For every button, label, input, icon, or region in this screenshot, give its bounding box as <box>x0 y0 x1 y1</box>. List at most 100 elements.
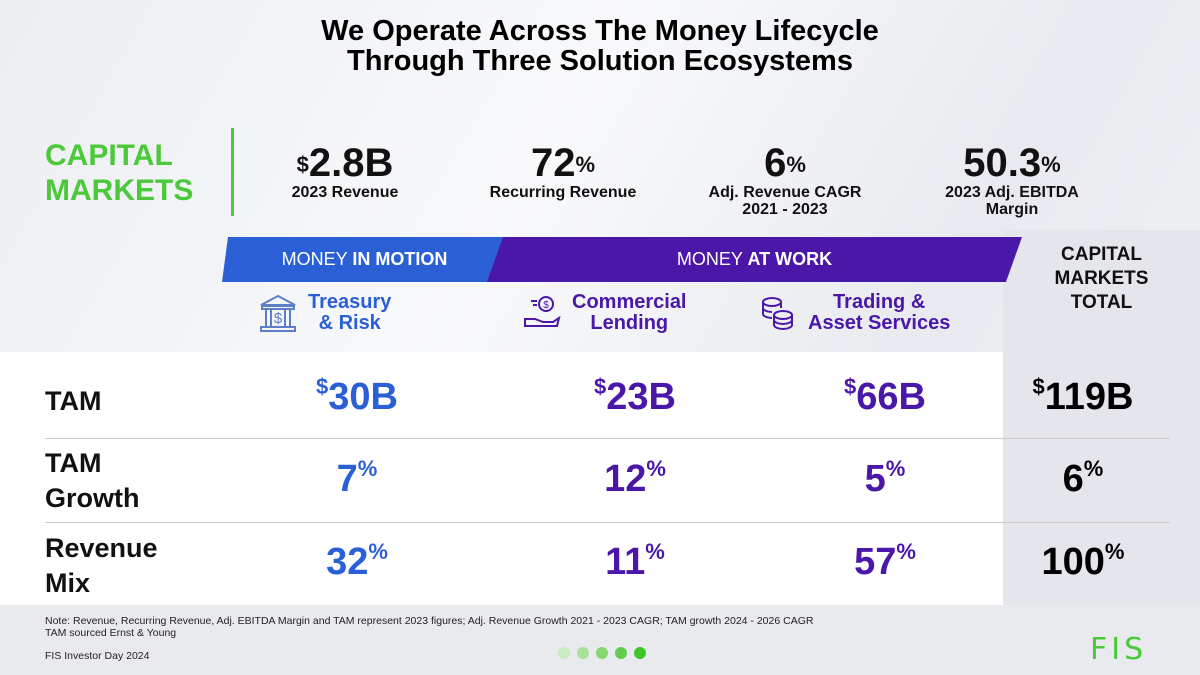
cell-value: 100 <box>1041 541 1105 583</box>
stat-suffix: % <box>1041 152 1061 177</box>
banner-text: MONEY <box>676 249 748 269</box>
stat-label: 2023 Revenue <box>291 184 399 201</box>
slide-title: We Operate Across The Money Lifecycle Thr… <box>0 16 1200 76</box>
cell-value: 7 <box>336 458 358 500</box>
cell-value: 23B <box>606 376 676 418</box>
footnote: Note: Revenue, Recurring Revenue, Adj. E… <box>45 615 813 639</box>
bank-icon: $ <box>260 294 296 332</box>
row-label-revenue-mix: Revenue Mix <box>45 531 158 601</box>
row-label: Revenue <box>45 533 158 563</box>
table-cell: 5% <box>785 456 985 501</box>
table-area <box>0 352 1003 605</box>
table-cell: 11% <box>535 539 735 584</box>
row-label: TAM <box>45 448 102 478</box>
footer <box>0 605 1200 675</box>
cell-value: 57 <box>854 541 897 583</box>
cell-value: 12 <box>604 458 647 500</box>
stat-ebitda: 50.3% 2023 Adj. EBITDA Margin <box>902 142 1122 218</box>
segment-line-1: CAPITAL <box>45 139 173 172</box>
footnote-line: TAM sourced Ernst & Young <box>45 627 177 639</box>
stat-label: Adj. Revenue CAGR 2021 - 2023 <box>708 184 862 218</box>
cell-value: 11 <box>605 541 646 583</box>
stat-suffix: % <box>786 152 806 177</box>
progress-dot <box>577 647 589 659</box>
row-divider <box>45 522 1170 523</box>
progress-dot <box>596 647 608 659</box>
stat-label: Recurring Revenue <box>489 184 637 201</box>
table-cell: $66B <box>785 374 985 419</box>
cell-prefix: $ <box>316 374 329 399</box>
cell-prefix: $ <box>594 374 607 399</box>
stat-value: 2.8B <box>308 141 394 185</box>
total-header: CAPITAL MARKETS TOTAL <box>1003 243 1200 315</box>
cell-suffix: % <box>885 456 906 481</box>
svg-text:$: $ <box>543 300 549 311</box>
stat-prefix: $ <box>296 152 309 177</box>
stat-label: 2023 Adj. EBITDA Margin <box>945 184 1079 218</box>
total-header-line: CAPITAL <box>1061 244 1142 265</box>
cell-prefix: $ <box>844 374 857 399</box>
progress-dot <box>634 647 646 659</box>
segment-label: CAPITAL MARKETS <box>45 138 193 208</box>
solution-trading: Trading & Asset Services <box>758 292 950 334</box>
fis-logo: FIS <box>1090 632 1148 667</box>
divider <box>231 128 234 216</box>
total-header-line: TOTAL <box>1070 292 1133 313</box>
stat-suffix: % <box>575 152 596 177</box>
svg-text:$: $ <box>274 310 283 327</box>
table-cell: 57% <box>785 539 985 584</box>
stat-recurring: 72% Recurring Revenue <box>453 142 673 201</box>
cell-suffix: % <box>368 539 388 564</box>
cell-value: 6 <box>1062 458 1084 500</box>
event-label: FIS Investor Day 2024 <box>45 650 150 662</box>
solution-name: Treasury <box>308 291 392 313</box>
progress-dot <box>558 647 570 659</box>
banner-text: MONEY <box>281 249 353 269</box>
cell-value: 5 <box>864 458 886 500</box>
cell-value: 66B <box>856 376 926 418</box>
table-cell: 7% <box>257 456 457 501</box>
cell-value: 32 <box>326 541 369 583</box>
footnote-line: Note: Revenue, Recurring Revenue, Adj. E… <box>45 615 814 627</box>
solution-name: Commercial <box>572 291 687 313</box>
cell-suffix: % <box>1083 456 1104 481</box>
cell-suffix: % <box>896 539 916 564</box>
table-cell: $23B <box>535 374 735 419</box>
row-label-tam: TAM <box>45 384 101 419</box>
cell-prefix: $ <box>1032 374 1045 399</box>
title-line-2: Through Three Solution Ecosystems <box>347 45 853 77</box>
cell-value: 30B <box>328 376 398 418</box>
cell-suffix: % <box>646 456 666 481</box>
coins-icon <box>762 297 793 331</box>
row-divider <box>45 438 1170 439</box>
progress-dot <box>615 647 627 659</box>
total-header-line: MARKETS <box>1054 268 1149 289</box>
table-cell: 32% <box>257 539 457 584</box>
money-at-work-banner: MONEY AT WORK <box>487 237 1022 282</box>
row-label: Mix <box>45 568 91 598</box>
cell-suffix: % <box>357 456 378 481</box>
solution-name: Trading & <box>833 291 926 313</box>
cell-suffix: % <box>1104 539 1125 564</box>
stat-cagr: 6% Adj. Revenue CAGR 2021 - 2023 <box>675 142 895 218</box>
money-in-motion-banner: MONEY IN MOTION <box>222 237 507 282</box>
stat-value: 6 <box>764 141 787 185</box>
segment-line-2: MARKETS <box>45 174 194 207</box>
row-label: TAM <box>45 386 102 416</box>
banner-text-bold: IN MOTION <box>352 249 448 269</box>
table-cell: $30B <box>257 374 457 419</box>
solution-treasury: $ Treasury & Risk <box>258 292 391 334</box>
cell-suffix: % <box>645 539 665 564</box>
banner-text-bold: AT WORK <box>747 249 833 269</box>
table-cell: $119B <box>983 374 1183 419</box>
solution-name: Lending <box>590 312 669 334</box>
solution-name: & Risk <box>318 312 381 334</box>
table-cell: 12% <box>535 456 735 501</box>
row-label: Growth <box>45 483 140 513</box>
table-cell: 6% <box>983 456 1183 501</box>
hand-money-icon: $ <box>524 296 561 327</box>
table-cell: 100% <box>983 539 1183 584</box>
row-label-tam-growth: TAM Growth <box>45 446 140 516</box>
total-column <box>1003 230 1200 605</box>
stat-revenue: $2.8B 2023 Revenue <box>235 142 455 201</box>
